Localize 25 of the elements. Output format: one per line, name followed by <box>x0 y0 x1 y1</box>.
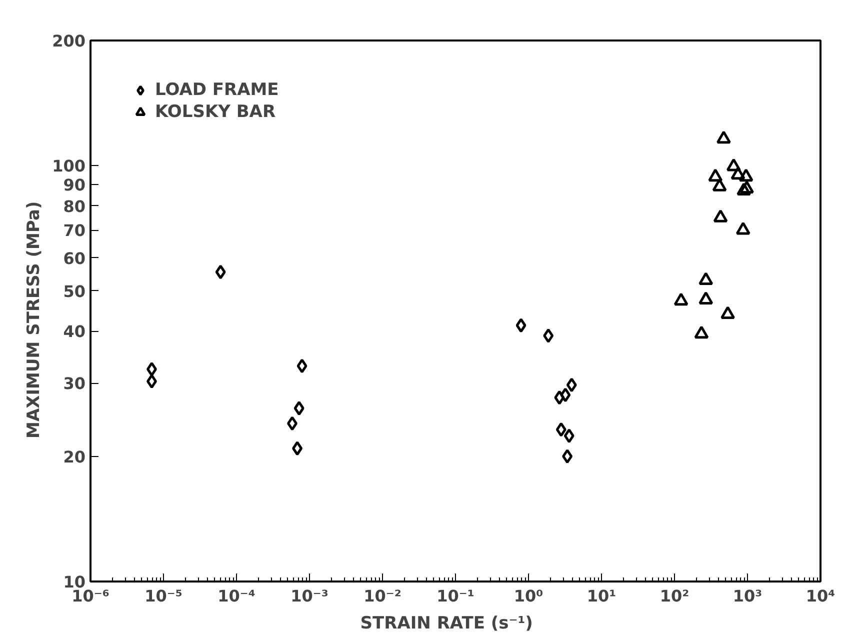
y-tick-label: 20 <box>63 447 86 466</box>
y-tick-label: 60 <box>63 248 86 268</box>
x-tick-label: 10⁻² <box>364 586 402 606</box>
legend-label: KOLSKY BAR <box>155 102 276 122</box>
y-axis-title: MAXIMUM STRESS (MPa) <box>24 201 44 438</box>
legend-label: LOAD FRAME <box>155 80 279 100</box>
y-tick-label: 50 <box>63 282 86 301</box>
x-tick-label: 10⁻⁴ <box>218 586 256 606</box>
x-tick-label: 10⁰ <box>514 586 544 606</box>
y-tick-label: 70 <box>63 221 86 240</box>
x-tick-label: 10² <box>660 586 690 606</box>
x-tick-label: 10¹ <box>586 586 616 606</box>
x-tick-label: 10⁴ <box>806 586 836 606</box>
x-axis-title: STRAIN RATE (s⁻¹) <box>360 614 533 634</box>
y-tick-label: 100 <box>52 156 86 176</box>
x-tick-label: 10⁻⁵ <box>144 586 182 606</box>
x-tick-label: 10⁻⁶ <box>72 586 110 606</box>
x-tick-label: 10⁻³ <box>290 586 328 606</box>
x-tick-label: 10⁻¹ <box>436 586 474 606</box>
y-tick-label: 40 <box>63 322 86 342</box>
x-tick-label: 10³ <box>732 586 762 606</box>
y-tick-label: 90 <box>63 176 86 195</box>
y-tick-label: 200 <box>52 32 86 50</box>
y-tick-label: 80 <box>63 196 86 216</box>
y-tick-label: 30 <box>63 374 86 394</box>
